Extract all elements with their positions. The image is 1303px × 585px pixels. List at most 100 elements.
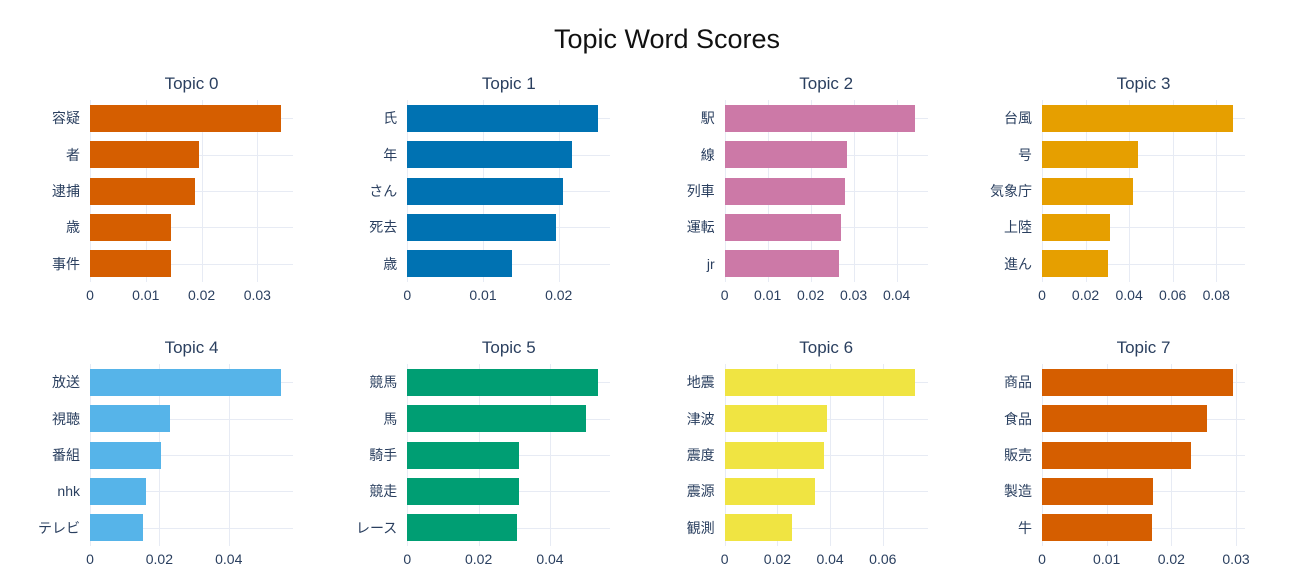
bar-topic3-rank0[interactable] [1042,104,1233,132]
bar-topic6-rank3[interactable] [724,477,815,505]
bar-topic0-rank4[interactable] [90,250,171,278]
subplot-title-topic-0: Topic 0 [164,74,219,93]
bar-topic1-rank0[interactable] [407,104,599,132]
y-axis-label: 列車 [686,182,715,199]
y-axis-label: 視聴 [52,410,80,427]
x-tick-label: 0.02 [145,551,173,567]
x-tick-label: 0.01 [754,287,782,303]
y-axis-labels: 商品 食品 販売 製造牛 [970,364,1042,546]
subplot-title-topic-1: Topic 1 [481,74,536,93]
subplot-title-topic-3: Topic 3 [1116,74,1171,93]
bar-topic1-rank3[interactable] [407,213,556,241]
bar-topic0-rank0[interactable] [90,104,281,132]
bar-topic2-rank2[interactable] [724,177,846,205]
y-axis-labels: 地震 津波 震度 震源 観測 [653,364,725,546]
horizontal-gridline [724,491,928,493]
y-axis-label: 線 [700,146,715,163]
subplot-topic-4: Topic 4 放送 視聴 番組 nhk テレビ 0 0.02 0.04 [18,336,296,570]
horizontal-gridline [90,263,293,265]
bar-topic2-rank3[interactable] [724,213,842,241]
bar-topic5-rank1[interactable] [407,405,587,433]
y-axis-label: 競馬 [369,374,398,391]
bar-topic2-rank1[interactable] [724,141,847,169]
x-tick-label: 0.02 [1071,287,1100,303]
subplot-topic-5: Topic 5 競馬馬騎手 競走 レース 0 0.02 0.04 [335,336,613,570]
bar-topic5-rank4[interactable] [407,514,518,542]
bar-topic1-rank1[interactable] [407,141,572,169]
bar-topic0-rank3[interactable] [90,213,172,241]
plot-area-topic-1 [407,100,611,282]
horizontal-gridline [1042,227,1245,229]
subplot-title-topic-5: Topic 5 [481,338,536,357]
x-tick-label: 0 [86,287,94,303]
subplot-topic-7: Topic 7 商品 食品 販売 製造牛 0 0.01 0.02 0.03 [970,336,1250,570]
y-axis-label: 号 [1018,146,1032,163]
y-axis-label: さん [369,182,398,199]
chart-title: Topic Word Scores [553,24,781,54]
bar-topic3-rank1[interactable] [1042,141,1139,169]
horizontal-gridline [1042,191,1245,192]
y-axis-label: レース [355,519,398,536]
x-tick-label: 0.01 [1093,551,1121,567]
y-axis-label: 気象庁 [990,182,1032,199]
x-tick-label: 0.04 [215,551,243,567]
horizontal-gridline [90,455,293,456]
x-tick-label: 0.02 [545,287,573,303]
x-tick-label: 0 [86,551,94,567]
bar-topic7-rank4[interactable] [1042,514,1152,542]
bar-topic7-rank3[interactable] [1042,477,1154,505]
x-tick-label: 0 [1038,287,1046,303]
y-axis-label: 騎手 [369,446,398,463]
x-axis: 0 0.01 0.02 0.03 [86,282,293,306]
bar-topic7-rank2[interactable] [1042,441,1192,469]
bar-topic3-rank4[interactable] [1042,250,1108,278]
bar-topic1-rank4[interactable] [407,250,512,278]
bar-topic6-rank4[interactable] [724,514,793,542]
bar-topic4-rank4[interactable] [90,514,144,542]
bar-topic0-rank2[interactable] [90,177,196,205]
bar-topic5-rank3[interactable] [407,477,519,505]
bar-topic6-rank1[interactable] [724,405,827,433]
x-tick-label: 0.04 [816,551,844,567]
bar-topic4-rank2[interactable] [90,441,162,469]
bar-topic0-rank1[interactable] [90,141,199,169]
x-tick-label: 0 [403,287,412,303]
y-axis-label: 駅 [700,110,715,127]
y-axis-label: nhk [57,483,80,500]
bar-topic4-rank3[interactable] [90,477,146,505]
y-axis-label: 商品 [1004,374,1032,391]
horizontal-gridline [90,491,293,493]
x-tick-label: 0.02 [763,551,792,567]
bar-topic2-rank4[interactable] [724,250,839,278]
y-axis-label: 製造 [1004,483,1032,500]
y-axis-label: 事件 [52,255,80,272]
bar-topic3-rank2[interactable] [1042,177,1134,205]
horizontal-gridline [90,227,293,229]
x-tick-label: 0.02 [187,287,216,303]
x-axis: 0 0.02 0.04 [86,546,293,570]
subplot-title-topic-6: Topic 6 [799,338,854,357]
y-axis-labels: 台風号気象庁 上陸 進ん [970,100,1042,282]
y-axis-labels: 容疑者逮捕歳事件 [18,100,90,282]
bar-topic6-rank2[interactable] [724,441,825,469]
bar-topic6-rank0[interactable] [724,368,916,396]
y-axis-label: 年 [383,146,398,163]
bar-topic7-rank0[interactable] [1042,368,1233,396]
bar-topic1-rank2[interactable] [407,177,563,205]
bar-topic5-rank2[interactable] [407,441,520,469]
y-axis-label: 歳 [383,255,398,272]
bar-topic3-rank3[interactable] [1042,213,1110,241]
y-axis-label: 台風 [1004,110,1032,127]
x-axis: 0 0.01 0.02 0.03 [1038,546,1250,570]
y-axis-label: 逮捕 [52,182,80,199]
bar-topic4-rank0[interactable] [90,368,281,396]
bar-topic7-rank1[interactable] [1042,405,1207,433]
y-axis-label: 放送 [52,374,80,391]
y-axis-labels: 駅線列車 運転 jr [653,100,725,282]
x-tick-label: 0.01 [469,287,497,303]
bar-topic5-rank0[interactable] [407,368,599,396]
bar-topic2-rank0[interactable] [724,104,916,132]
subplot-topic-6: Topic 6 地震 津波 震度 震源 観測 0 0.02 0.04 0.06 [653,336,931,570]
y-axis-labels: 氏年さん 死去歳 [335,100,407,282]
bar-topic4-rank1[interactable] [90,405,170,433]
